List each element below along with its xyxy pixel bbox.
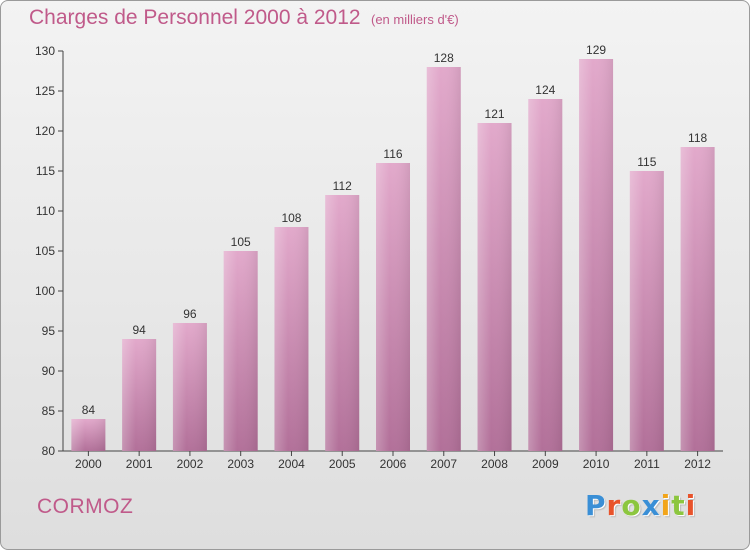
data-label: 129 bbox=[586, 43, 606, 57]
x-tick-label: 2007 bbox=[430, 457, 457, 471]
x-tick-label: 2001 bbox=[126, 457, 153, 471]
y-tick-label: 130 bbox=[35, 44, 55, 58]
chart-title: Charges de Personnel 2000 à 2012 bbox=[29, 6, 361, 29]
x-tick-label: 2012 bbox=[684, 457, 711, 471]
bar-shade bbox=[325, 195, 360, 451]
town-name: CORMOZ bbox=[37, 495, 134, 518]
x-tick-label: 2004 bbox=[278, 457, 305, 471]
chart-subtitle: (en milliers d'€) bbox=[371, 12, 459, 27]
logo-letter: x bbox=[641, 489, 661, 522]
bar-shade bbox=[223, 251, 258, 451]
x-tick-label: 2002 bbox=[177, 457, 204, 471]
bar-shade bbox=[376, 163, 410, 451]
y-tick-label: 90 bbox=[42, 364, 56, 378]
x-tick-label: 2011 bbox=[634, 457, 660, 471]
data-label: 121 bbox=[485, 107, 505, 121]
bar-shade bbox=[629, 171, 664, 451]
bar-shade bbox=[274, 227, 309, 451]
data-label: 124 bbox=[535, 83, 555, 97]
data-label: 94 bbox=[132, 323, 146, 337]
logo-letter: r bbox=[606, 489, 622, 522]
x-tick-label: 2000 bbox=[75, 457, 102, 471]
bar-shade bbox=[477, 123, 512, 451]
y-tick-label: 105 bbox=[35, 244, 55, 258]
data-label: 112 bbox=[333, 179, 352, 193]
x-tick-label: 2003 bbox=[227, 457, 254, 471]
y-tick-label: 110 bbox=[36, 204, 55, 218]
logo-letter: t bbox=[671, 489, 686, 522]
x-tick-label: 2005 bbox=[329, 457, 356, 471]
y-tick-label: 125 bbox=[35, 84, 55, 98]
x-tick-label: 2008 bbox=[481, 457, 508, 471]
data-label: 116 bbox=[383, 147, 402, 161]
data-label: 96 bbox=[183, 307, 197, 321]
bar-shade bbox=[528, 99, 563, 451]
data-label: 115 bbox=[637, 155, 656, 169]
logo-letter: P bbox=[585, 489, 607, 522]
logo-letter: o bbox=[621, 489, 642, 522]
data-label: 108 bbox=[281, 211, 301, 225]
y-tick-label: 80 bbox=[42, 444, 56, 458]
x-tick-label: 2009 bbox=[532, 457, 559, 471]
y-tick-label: 100 bbox=[35, 284, 55, 298]
data-label: 84 bbox=[82, 403, 96, 417]
bar-shade bbox=[172, 323, 207, 451]
bar-shade bbox=[579, 59, 614, 451]
logo-letter: i bbox=[660, 489, 672, 522]
y-tick-label: 85 bbox=[42, 404, 56, 418]
bar-shade bbox=[426, 67, 461, 451]
y-tick-label: 95 bbox=[42, 324, 56, 338]
x-tick-label: 2010 bbox=[583, 457, 610, 471]
bar-shade bbox=[680, 147, 715, 451]
bar-shade bbox=[122, 339, 157, 451]
bar-shade bbox=[71, 419, 106, 451]
y-tick-label: 115 bbox=[36, 164, 55, 178]
logo-letter: i bbox=[685, 489, 697, 522]
data-label: 105 bbox=[231, 235, 251, 249]
data-label: 118 bbox=[688, 131, 707, 145]
data-label: 128 bbox=[434, 51, 454, 65]
proxiti-logo: Proxiti bbox=[585, 489, 696, 522]
x-tick-label: 2006 bbox=[380, 457, 407, 471]
y-tick-label: 120 bbox=[35, 124, 55, 138]
